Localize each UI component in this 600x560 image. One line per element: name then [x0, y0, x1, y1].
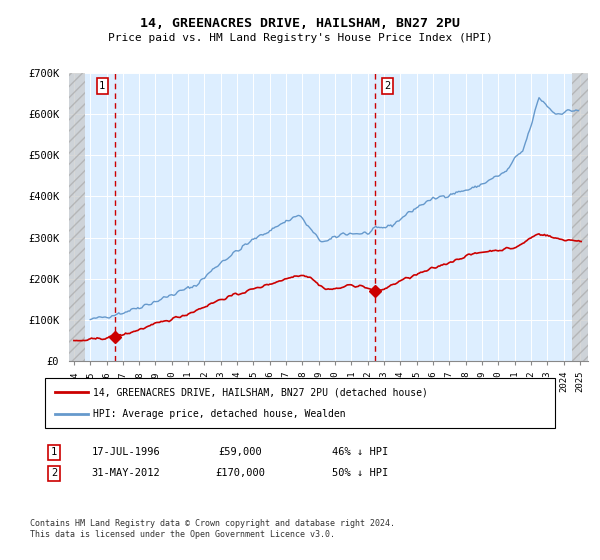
Bar: [69, 73, 85, 361]
FancyBboxPatch shape: [45, 378, 555, 428]
Text: 1: 1: [51, 447, 57, 458]
Text: 17-JUL-1996: 17-JUL-1996: [92, 447, 160, 458]
Text: 14, GREENACRES DRIVE, HAILSHAM, BN27 2PU: 14, GREENACRES DRIVE, HAILSHAM, BN27 2PU: [140, 17, 460, 30]
Bar: [572, 73, 588, 361]
Text: 14, GREENACRES DRIVE, HAILSHAM, BN27 2PU (detached house): 14, GREENACRES DRIVE, HAILSHAM, BN27 2PU…: [94, 387, 428, 397]
Text: HPI: Average price, detached house, Wealden: HPI: Average price, detached house, Weal…: [94, 409, 346, 419]
Text: 1: 1: [99, 81, 106, 91]
Text: 46% ↓ HPI: 46% ↓ HPI: [332, 447, 388, 458]
Text: 50% ↓ HPI: 50% ↓ HPI: [332, 468, 388, 478]
Text: 2: 2: [51, 468, 57, 478]
Text: £170,000: £170,000: [215, 468, 265, 478]
Text: Price paid vs. HM Land Registry's House Price Index (HPI): Price paid vs. HM Land Registry's House …: [107, 32, 493, 43]
Text: 2: 2: [385, 81, 391, 91]
Text: 31-MAY-2012: 31-MAY-2012: [92, 468, 160, 478]
Text: £59,000: £59,000: [218, 447, 262, 458]
Text: Contains HM Land Registry data © Crown copyright and database right 2024.
This d: Contains HM Land Registry data © Crown c…: [30, 520, 395, 539]
